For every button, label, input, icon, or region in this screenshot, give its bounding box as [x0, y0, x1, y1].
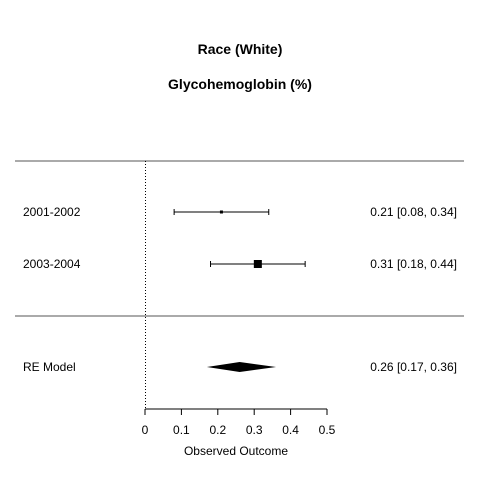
- estimate-text: 0.21 [0.08, 0.34]: [370, 205, 457, 219]
- chart-subtitle: Glycohemoglobin (%): [168, 76, 312, 92]
- x-tick-label: 0.4: [282, 423, 299, 437]
- x-tick-label: 0: [142, 423, 149, 437]
- study-label: 2001-2002: [23, 205, 81, 219]
- chart-title: Race (White): [198, 41, 283, 57]
- point-estimate: [219, 210, 223, 214]
- x-tick-label: 0.2: [209, 423, 226, 437]
- study-label: 2003-2004: [23, 257, 81, 271]
- summary-label: RE Model: [23, 360, 76, 374]
- x-axis-label: Observed Outcome: [184, 444, 288, 458]
- summary-estimate-text: 0.26 [0.17, 0.36]: [370, 360, 457, 374]
- x-tick-label: 0.3: [246, 423, 263, 437]
- study-row: 2003-2004 0.31 [0.18, 0.44]: [23, 257, 457, 271]
- x-tick-label: 0.1: [173, 423, 190, 437]
- estimate-text: 0.31 [0.18, 0.44]: [370, 257, 457, 271]
- x-tick-label: 0.5: [319, 423, 336, 437]
- point-estimate: [253, 260, 262, 268]
- study-row: 2001-2002 0.21 [0.08, 0.34]: [23, 205, 457, 219]
- summary-row: RE Model 0.26 [0.17, 0.36]: [23, 360, 457, 374]
- summary-diamond: [206, 362, 277, 372]
